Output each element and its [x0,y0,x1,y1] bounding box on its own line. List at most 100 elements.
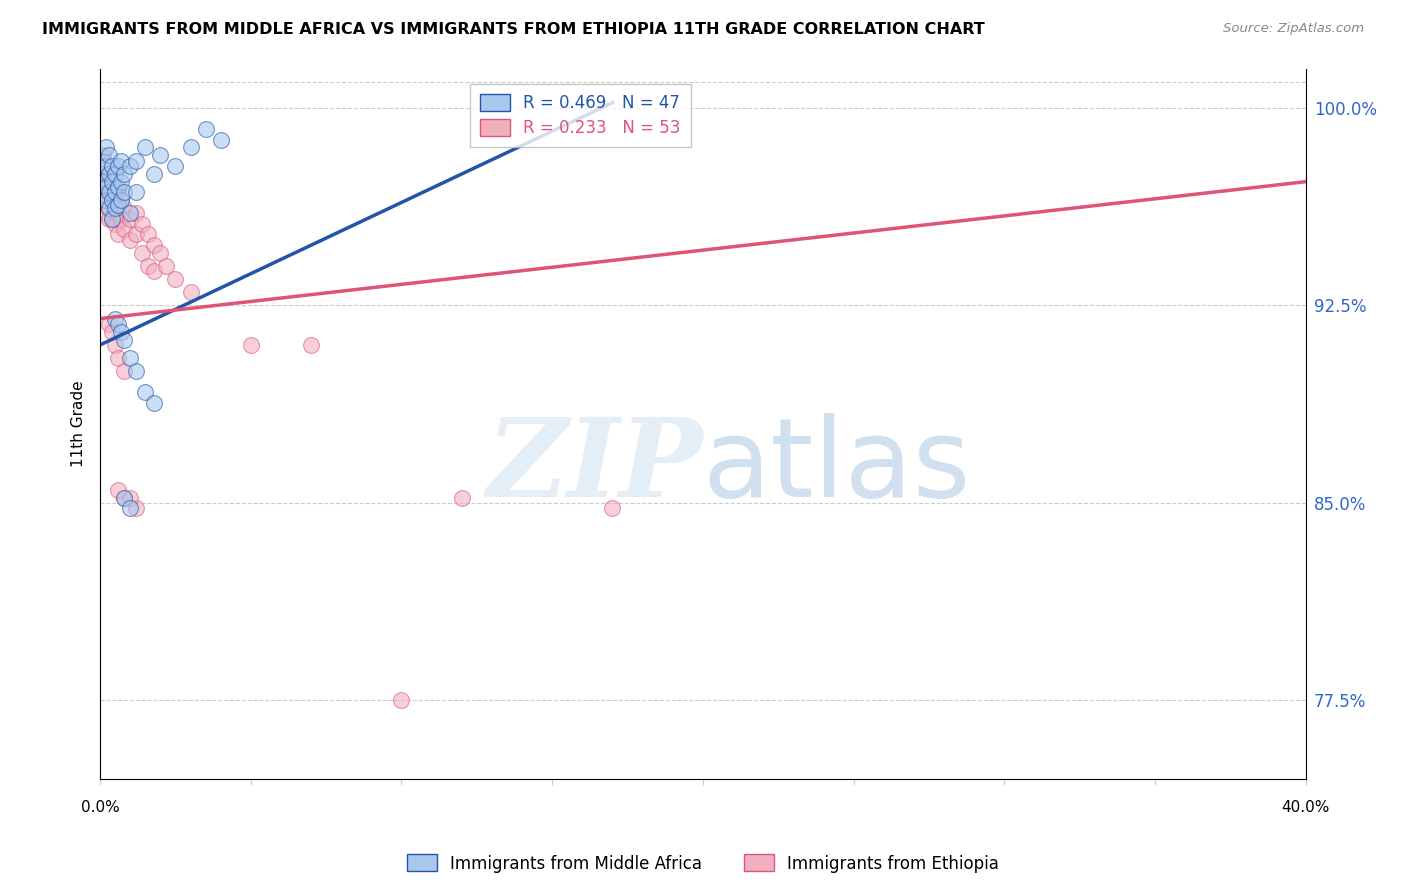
Point [98,211,121,226]
Point [110,175,132,189]
Point [134,140,156,154]
Point [104,338,127,352]
Text: ZIP: ZIP [486,413,703,520]
Point [101,211,124,226]
Point [98,186,121,200]
Point [104,311,127,326]
Text: Source: ZipAtlas.com: Source: ZipAtlas.com [1223,22,1364,36]
Text: 0.0%: 0.0% [80,800,120,815]
Point [91,193,114,207]
Point [149,245,172,260]
Point [165,159,187,173]
Point [96,193,118,207]
Point [107,180,129,194]
Text: atlas: atlas [703,413,972,520]
Point [112,201,135,215]
Point [91,167,114,181]
Point [96,140,118,154]
Point [107,317,129,331]
Point [120,206,142,220]
Point [96,187,118,202]
Point [107,483,129,497]
Point [120,233,142,247]
Point [194,122,217,136]
Point [112,364,135,378]
Point [91,167,114,181]
Point [131,217,153,231]
Point [143,396,166,410]
Point [98,148,121,162]
Point [101,325,124,339]
Point [143,167,166,181]
Point [125,501,148,516]
Point [96,159,118,173]
Point [98,167,121,181]
Point [134,385,156,400]
Point [91,175,114,189]
Point [107,186,129,200]
Point [112,491,135,505]
Point [120,211,142,226]
Point [391,693,413,707]
Text: IMMIGRANTS FROM MIDDLE AFRICA VS IMMIGRANTS FROM ETHIOPIA 11TH GRADE CORRELATION: IMMIGRANTS FROM MIDDLE AFRICA VS IMMIGRA… [42,22,986,37]
Point [299,338,322,352]
Point [450,491,472,505]
Point [120,491,142,505]
Point [101,175,124,189]
Point [104,167,127,181]
Point [120,351,142,365]
Point [91,148,114,162]
Point [96,175,118,189]
Point [143,264,166,278]
Point [112,222,135,236]
Point [98,317,121,331]
Point [98,167,121,181]
Legend: Immigrants from Middle Africa, Immigrants from Ethiopia: Immigrants from Middle Africa, Immigrant… [401,847,1005,880]
Point [149,148,172,162]
Point [125,153,148,168]
Point [138,259,160,273]
Point [107,198,129,212]
Point [112,167,135,181]
Point [180,140,202,154]
Point [112,333,135,347]
Point [101,175,124,189]
Point [104,217,127,231]
Point [110,211,132,226]
Point [101,193,124,207]
Point [104,186,127,200]
Point [101,193,124,207]
Point [91,180,114,194]
Y-axis label: 11th Grade: 11th Grade [72,381,86,467]
Point [107,159,129,173]
Point [110,193,132,207]
Point [98,186,121,200]
Point [98,201,121,215]
Point [125,186,148,200]
Point [180,285,202,300]
Point [125,364,148,378]
Point [96,180,118,194]
Point [239,338,262,352]
Point [131,245,153,260]
Point [155,259,177,273]
Point [209,132,232,146]
Point [110,325,132,339]
Point [104,198,127,212]
Point [112,186,135,200]
Point [107,206,129,220]
Point [138,227,160,242]
Point [101,211,124,226]
Point [112,491,135,505]
Legend: R = 0.469   N = 47, R = 0.233   N = 53: R = 0.469 N = 47, R = 0.233 N = 53 [470,84,690,147]
Point [110,153,132,168]
Point [143,238,166,252]
Point [107,351,129,365]
Point [104,201,127,215]
Point [125,227,148,242]
Point [120,159,142,173]
Point [120,501,142,516]
Point [101,159,124,173]
Point [110,193,132,207]
Point [104,180,127,194]
